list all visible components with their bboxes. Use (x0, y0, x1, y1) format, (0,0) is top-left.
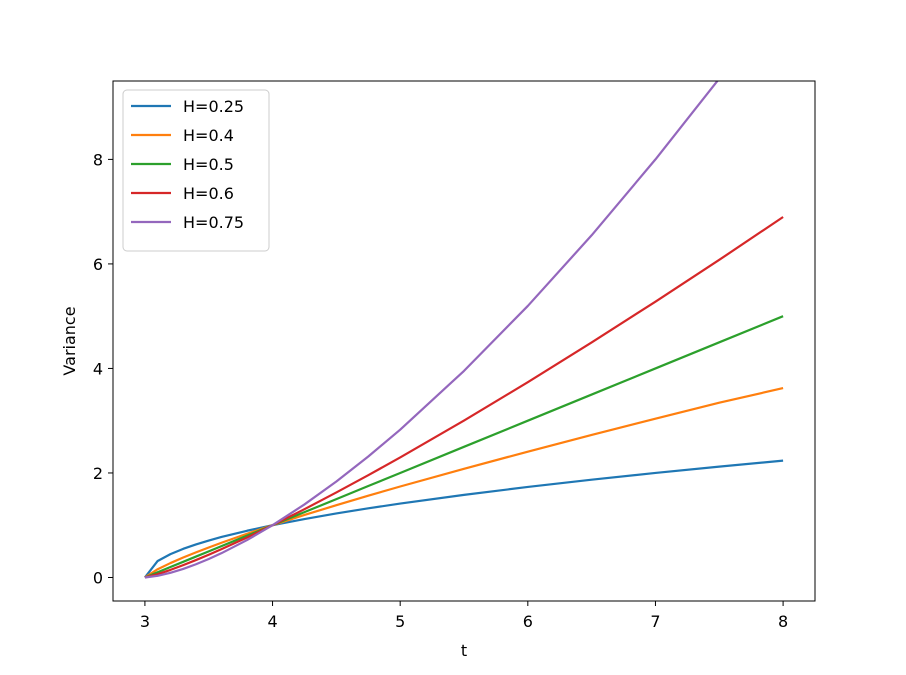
x-tick-label: 4 (267, 612, 277, 631)
x-tick-label: 8 (778, 612, 788, 631)
x-tick-label: 7 (650, 612, 660, 631)
x-axis-label: t (461, 641, 467, 660)
series-line-1 (144, 459, 784, 579)
legend-box (122, 89, 270, 252)
y-tick-label: 6 (93, 255, 103, 274)
legend-label: H=0.6 (183, 184, 234, 203)
y-axis: 0 2 4 6 8 (93, 150, 113, 587)
legend: H=0.25 H=0.4 H=0.5 H=0.6 H=0.75 (122, 89, 270, 252)
y-tick-label: 2 (93, 464, 103, 483)
x-tick-label: 3 (140, 612, 150, 631)
legend-label: H=0.5 (183, 155, 234, 174)
y-tick-label: 4 (93, 359, 103, 378)
series-line-3 (144, 315, 784, 579)
plot-frame (112, 80, 816, 602)
legend-label: H=0.4 (183, 126, 234, 145)
x-tick-label: 5 (395, 612, 405, 631)
legend-label: H=0.25 (183, 97, 244, 116)
series-line-2 (144, 387, 784, 579)
series-line-4 (144, 216, 784, 579)
y-tick-label: 8 (93, 150, 103, 169)
series-line-5 (144, 81, 719, 579)
series-lines (144, 81, 784, 579)
x-tick-label: 6 (523, 612, 533, 631)
legend-label: H=0.75 (183, 213, 244, 232)
y-axis-label: Variance (60, 306, 79, 375)
y-tick-label: 0 (93, 568, 103, 587)
x-axis: 3 4 5 6 7 8 (140, 601, 788, 631)
